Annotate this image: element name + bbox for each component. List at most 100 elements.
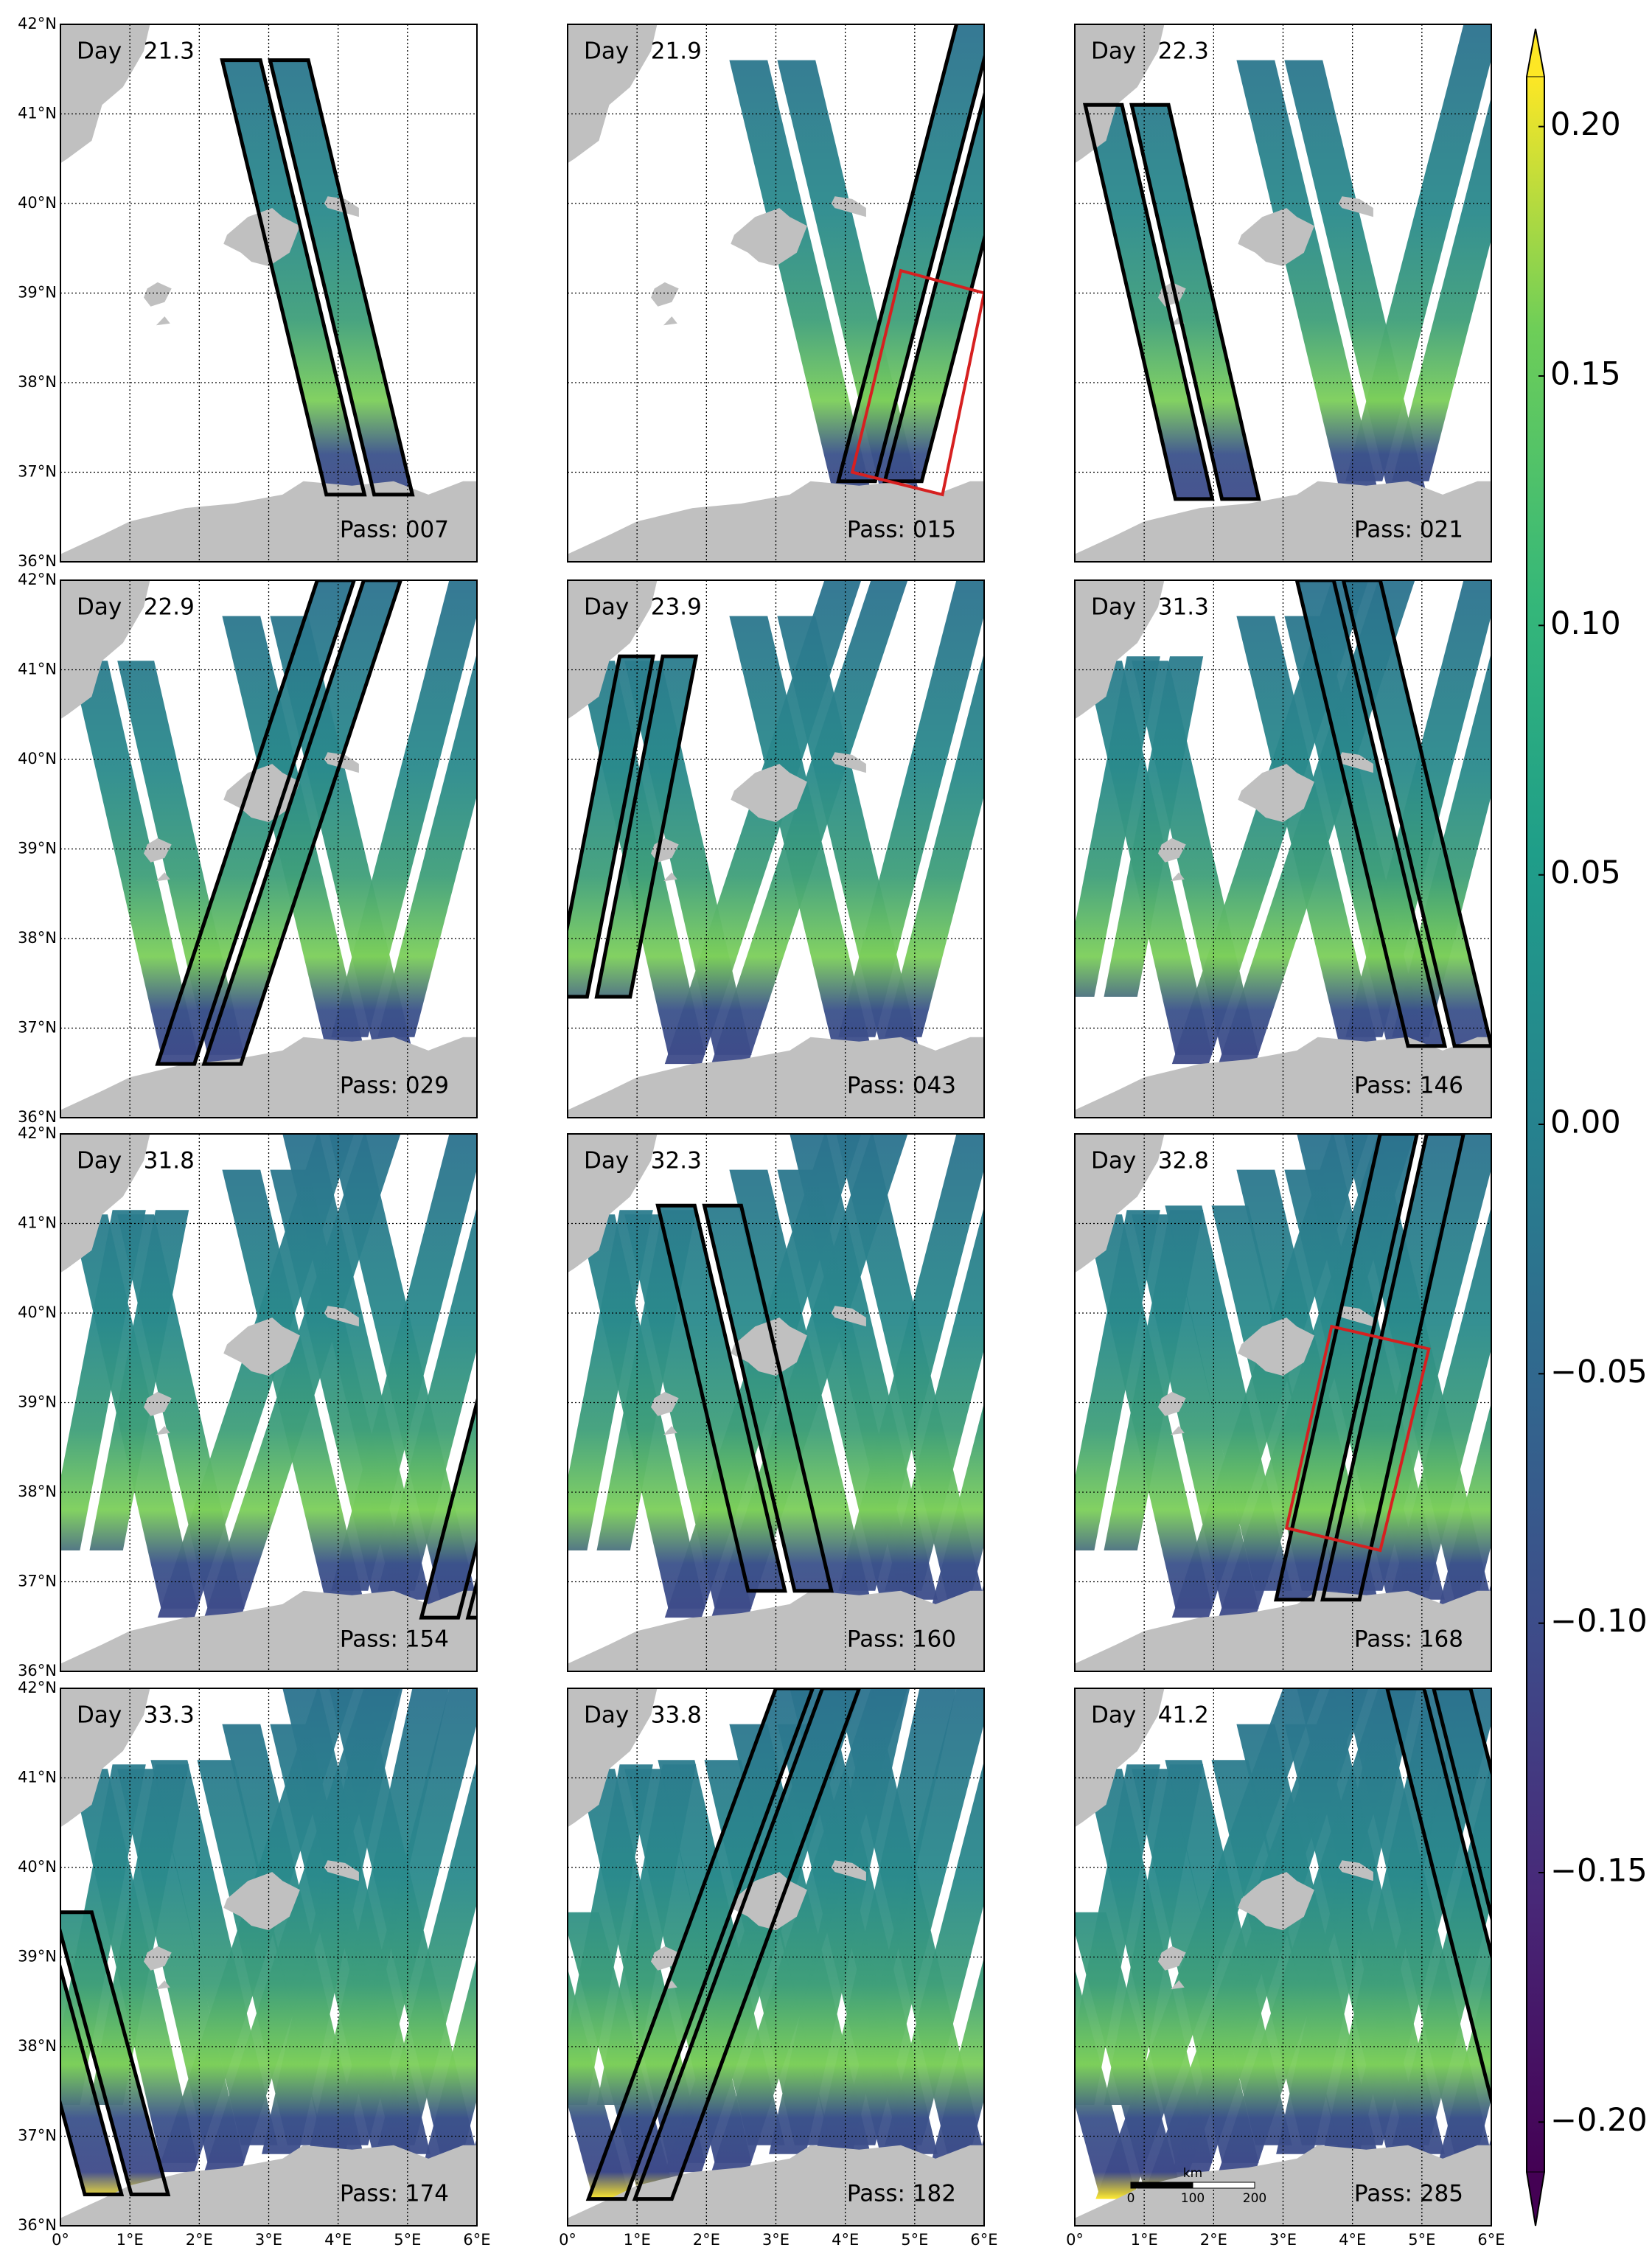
land xyxy=(1171,1426,1185,1435)
swath xyxy=(1482,2137,1491,2173)
land xyxy=(568,1134,658,1273)
map-area xyxy=(1075,580,1491,1118)
lat-tick-label: 38°N xyxy=(18,373,57,391)
land xyxy=(1171,1980,1185,1990)
land xyxy=(568,1037,984,1118)
swath xyxy=(1095,1688,1320,2199)
swath xyxy=(928,1957,984,2173)
map-panel: 36°N 37°N 38°N 39°N 40°N 41°N 42°N 0° 1°E 2°E 3°E 4… xyxy=(18,1679,491,2249)
lon-tick-label: 3°E xyxy=(255,2231,282,2249)
lon-tick-label: 5°E xyxy=(901,2231,928,2249)
lon-tick-label: 4°E xyxy=(1339,2231,1366,2249)
lat-tick-label: 40°N xyxy=(18,750,57,767)
land xyxy=(60,1590,477,1671)
pass-label: Pass: 182 xyxy=(847,2181,956,2207)
swath xyxy=(203,580,401,1065)
land xyxy=(144,1946,172,1971)
swath xyxy=(1075,1968,1136,2195)
swath xyxy=(836,1134,984,1600)
swath xyxy=(1104,1210,1204,1550)
pass-label: Pass: 021 xyxy=(1354,517,1463,543)
land xyxy=(156,872,170,882)
panel-frame xyxy=(1074,24,1492,563)
lat-tick-label: 38°N xyxy=(18,2037,57,2055)
lon-tick-label: 4°E xyxy=(832,2231,859,2249)
land xyxy=(731,764,807,823)
land xyxy=(144,282,172,307)
lon-tick-label: 6°E xyxy=(463,2231,490,2249)
land xyxy=(831,1306,866,1327)
panel-frame xyxy=(567,1133,985,1672)
lat-tick-label: 41°N xyxy=(18,661,57,678)
day-label: Day 33.3 xyxy=(77,1702,195,1729)
pass-outline xyxy=(1385,1688,1491,2107)
land xyxy=(1075,1037,1491,1118)
swath xyxy=(89,1210,189,1550)
land xyxy=(731,1317,807,1376)
colorbar-tick-label: −0.20 xyxy=(1550,2102,1648,2139)
land xyxy=(144,838,172,863)
map-panel: 36°N 37°N 38°N 39°N 40°N 41°N 42°N Day 21.3 Pass… xyxy=(18,15,478,570)
land xyxy=(1338,752,1373,773)
land xyxy=(1338,196,1373,217)
swath xyxy=(1392,97,1491,481)
lon-tick-label: 3°E xyxy=(762,2231,790,2249)
swath xyxy=(1297,1688,1445,2154)
swath xyxy=(203,1134,401,1618)
swath xyxy=(60,1912,168,2195)
swath xyxy=(1345,24,1491,481)
land xyxy=(156,1980,170,1990)
land xyxy=(60,24,150,164)
colorbar-tick-label: 0.15 xyxy=(1550,356,1621,393)
day-label: Day 33.8 xyxy=(584,1702,702,1729)
pass-label: Pass: 160 xyxy=(847,1626,956,1653)
colorbar-extend-top xyxy=(1526,28,1545,77)
lat-tick-label: 36°N xyxy=(18,1662,57,1679)
map-area xyxy=(1075,1688,1491,2226)
land xyxy=(568,481,984,562)
lat-tick-label: 39°N xyxy=(18,1948,57,1966)
land xyxy=(568,1688,658,1828)
swath xyxy=(568,1764,653,2105)
pass-outline xyxy=(60,1961,125,2196)
land xyxy=(651,282,679,307)
land xyxy=(223,208,300,267)
land xyxy=(1238,1317,1314,1376)
land xyxy=(663,872,677,882)
map-panel: 0° 1°E 2°E 3°E 4°E 5°E 6°E Day 33.8 Pass: 182 xyxy=(559,1688,998,2249)
map-area xyxy=(60,1134,477,1671)
lat-tick-label: 42°N xyxy=(18,15,57,32)
swath xyxy=(1276,1688,1418,2154)
land xyxy=(1158,1946,1186,1971)
colorbar-tick-label: −0.10 xyxy=(1550,1603,1648,1640)
land xyxy=(60,1037,477,1118)
pass-outline xyxy=(568,654,655,999)
map-area xyxy=(60,580,477,1118)
swath xyxy=(568,1210,653,1550)
day-label: Day 31.8 xyxy=(77,1148,195,1174)
land xyxy=(324,1306,359,1327)
lat-tick-label: 39°N xyxy=(18,840,57,857)
panel-frame xyxy=(1074,579,1492,1118)
land xyxy=(1075,1688,1165,1828)
lon-tick-label: 5°E xyxy=(394,2231,421,2249)
map-area xyxy=(568,580,984,1118)
lat-tick-label: 37°N xyxy=(18,2127,57,2145)
pass-outline xyxy=(702,1203,834,1593)
land xyxy=(144,1391,172,1416)
colorbar-tick-label: −0.05 xyxy=(1550,1354,1648,1390)
map-panel: 36°N 37°N 38°N 39°N 40°N 41°N 42°N Day 22.9 Pass… xyxy=(18,571,478,1126)
land xyxy=(1238,208,1314,267)
pass-outline xyxy=(836,24,984,484)
lon-tick-label: 4°E xyxy=(324,2231,352,2249)
scale-label: 100 xyxy=(1181,2191,1205,2206)
swath xyxy=(1297,580,1445,1046)
region-box xyxy=(1284,1324,1431,1553)
panel-frame xyxy=(60,1133,478,1672)
pass-label: Pass: 043 xyxy=(847,1073,956,1099)
panel-frame xyxy=(567,1688,985,2227)
map-area xyxy=(60,24,477,562)
swath xyxy=(658,1760,785,2145)
map-panel: Day 31.3 Pass: 146 xyxy=(1074,579,1492,1118)
